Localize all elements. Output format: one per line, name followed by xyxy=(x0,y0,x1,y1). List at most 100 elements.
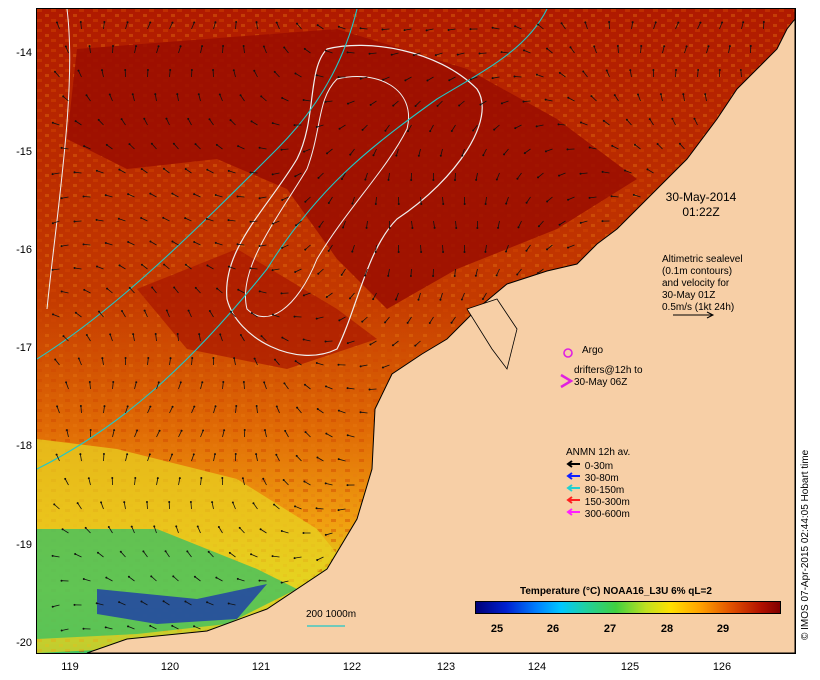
velocity-arrow xyxy=(151,287,157,294)
lat-tick: -14 xyxy=(16,47,32,59)
velocity-arrowhead xyxy=(404,79,407,82)
velocity-arrowhead xyxy=(262,477,265,480)
velocity-arrow xyxy=(211,502,214,510)
velocity-arrow xyxy=(239,527,245,534)
velocity-arrow xyxy=(52,268,60,271)
velocity-arrow xyxy=(352,196,355,204)
velocity-arrow xyxy=(230,311,236,318)
arrow-left-icon xyxy=(566,496,580,504)
velocity-arrowhead xyxy=(605,69,608,72)
velocity-arrowhead xyxy=(82,243,85,246)
velocity-arrowhead xyxy=(392,104,395,107)
velocity-arrowhead xyxy=(633,143,636,146)
velocity-arrowhead xyxy=(364,274,367,277)
colorbar-label: 29 xyxy=(716,623,730,635)
velocity-arrowhead xyxy=(271,173,274,176)
velocity-arrowhead xyxy=(675,69,678,72)
velocity-arrowhead xyxy=(249,220,252,223)
velocity-arrowhead xyxy=(623,169,626,172)
velocity-arrowhead xyxy=(566,148,569,151)
velocity-arrow xyxy=(125,406,129,414)
velocity-arrowhead xyxy=(62,335,65,338)
velocity-arrow xyxy=(127,625,135,630)
velocity-arrow xyxy=(395,148,399,156)
velocity-arrowhead xyxy=(388,226,391,229)
velocity-arrowhead xyxy=(208,118,211,121)
velocity-arrow xyxy=(272,220,280,224)
velocity-arrow xyxy=(382,364,390,368)
velocity-arrow xyxy=(338,458,346,462)
velocity-arrowhead xyxy=(126,21,129,24)
velocity-arrowhead xyxy=(365,226,368,229)
velocity-arrowhead xyxy=(253,69,256,72)
velocity-arrowhead xyxy=(407,130,410,133)
velocity-arrow xyxy=(169,406,173,414)
velocity-arrow xyxy=(546,244,553,250)
velocity-arrow xyxy=(147,454,151,462)
velocity-arrow xyxy=(250,220,258,223)
velocity-arrowhead xyxy=(525,249,528,252)
velocity-arrow xyxy=(392,100,399,106)
velocity-arrowhead xyxy=(491,77,494,80)
velocity-arrow xyxy=(172,241,179,246)
velocity-arrowhead xyxy=(151,286,154,289)
velocity-arrow xyxy=(222,430,225,438)
velocity-arrowhead xyxy=(228,551,231,554)
velocity-arrowhead xyxy=(147,357,150,360)
velocity-arrow xyxy=(633,194,641,198)
velocity-arrow xyxy=(369,52,377,55)
velocity-arrow xyxy=(178,382,182,390)
velocity-arrow xyxy=(89,46,91,54)
velocity-arrow xyxy=(191,357,193,366)
velocity-arrowhead xyxy=(118,168,121,171)
velocity-arrow xyxy=(242,478,245,486)
velocity-arrowhead xyxy=(316,456,319,459)
velocity-arrowhead xyxy=(544,150,547,153)
velocity-arrowhead xyxy=(148,453,151,456)
velocity-arrowhead xyxy=(258,290,261,293)
velocity-arrowhead xyxy=(171,405,174,408)
velocity-arrow xyxy=(536,74,544,78)
velocity-arrow xyxy=(305,196,311,203)
velocity-arrow xyxy=(591,95,597,102)
velocity-arrowhead xyxy=(448,79,451,82)
velocity-arrowhead xyxy=(721,21,724,24)
velocity-arrow xyxy=(558,172,566,177)
velocity-arrowhead xyxy=(120,309,123,312)
velocity-arrowhead xyxy=(391,344,394,347)
velocity-arrowhead xyxy=(384,321,387,324)
velocity-arrow xyxy=(209,310,214,318)
velocity-arrowhead xyxy=(500,51,503,54)
velocity-arrow xyxy=(191,406,195,414)
velocity-arrow xyxy=(546,196,553,202)
velocity-arrowhead xyxy=(359,77,362,80)
velocity-arrow xyxy=(64,478,69,486)
velocity-arrow xyxy=(105,194,113,198)
velocity-arrow xyxy=(538,220,544,227)
velocity-arrowhead xyxy=(303,480,306,483)
sst-map xyxy=(36,8,796,654)
velocity-arrowhead xyxy=(372,154,375,157)
velocity-arrow xyxy=(74,267,82,270)
velocity-arrowhead xyxy=(214,405,217,408)
velocity-arrow xyxy=(77,502,82,510)
velocity-arrowhead xyxy=(273,503,276,506)
velocity-arrowhead xyxy=(324,49,327,52)
velocity-arrowhead xyxy=(315,126,318,129)
velocity-arrowhead xyxy=(235,21,238,24)
velocity-arrow xyxy=(273,504,280,510)
velocity-arrow xyxy=(360,411,368,414)
velocity-arrow xyxy=(611,195,619,198)
velocity-arrowhead xyxy=(190,69,193,72)
velocity-arrow xyxy=(347,434,355,438)
velocity-arrowhead xyxy=(315,361,318,364)
velocity-arrowhead xyxy=(192,453,195,456)
velocity-arrow xyxy=(63,335,69,342)
shelf-blue-patch xyxy=(97,584,267,624)
velocity-arrowhead xyxy=(140,600,143,603)
velocity-arrow xyxy=(125,22,128,30)
velocity-arrowhead xyxy=(569,46,572,49)
velocity-arrow xyxy=(86,95,91,102)
velocity-arrowhead xyxy=(361,128,364,131)
velocity-arrowhead xyxy=(685,45,688,48)
